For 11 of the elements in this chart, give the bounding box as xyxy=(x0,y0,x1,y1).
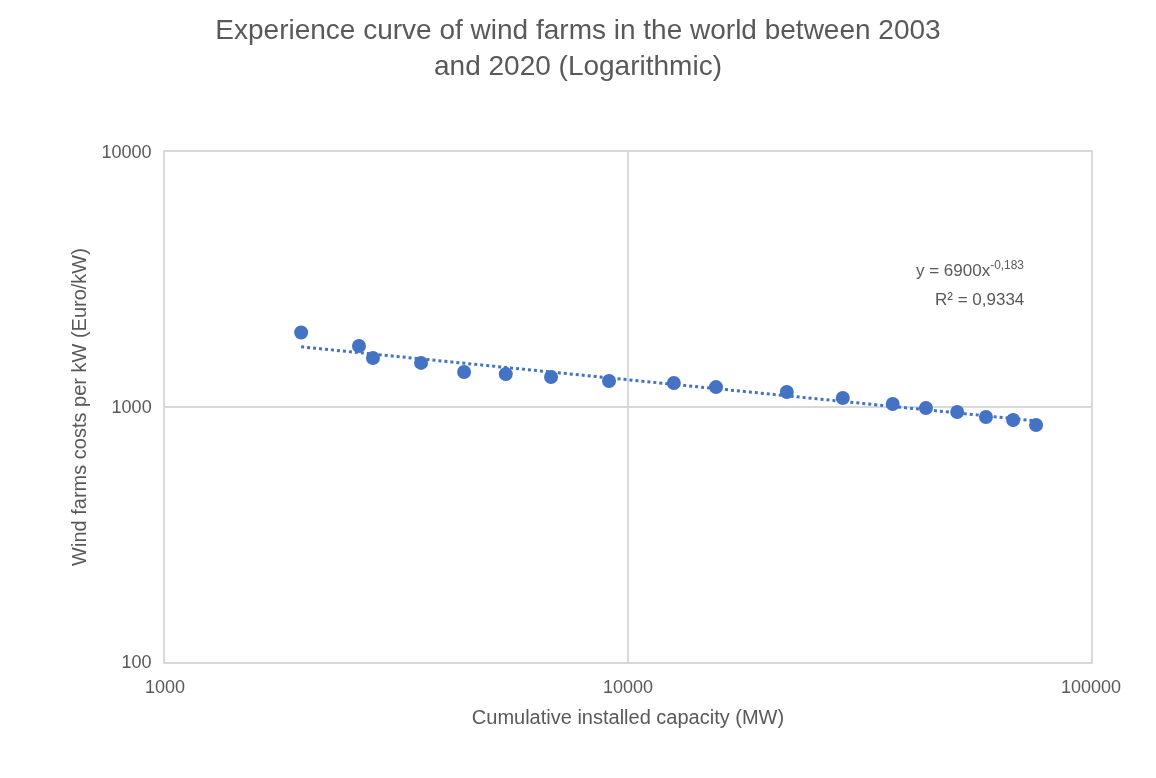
y-axis-title: Wind farms costs per kW (Euro/kW) xyxy=(67,248,90,566)
x-tick-label: 10000 xyxy=(602,677,654,698)
annotation: y = 6900x$^{-0,183}$ xyxy=(916,258,1025,281)
x-axis-title: Cumulative installed capacity (MW) xyxy=(471,706,785,729)
chart-title: Experience curve of wind farms in the world between 2003 and 2020 (Logarithmic) xyxy=(215,13,941,82)
x-tick-label: 100000 xyxy=(1060,677,1122,698)
y-tick-label: 1000 xyxy=(111,397,152,418)
y-tick-label: 10000 xyxy=(101,142,152,163)
annotation: R² = 0,9334 xyxy=(935,290,1025,309)
x-tick-label: 1000 xyxy=(144,677,186,698)
y-tick-label: 100 xyxy=(121,652,152,673)
